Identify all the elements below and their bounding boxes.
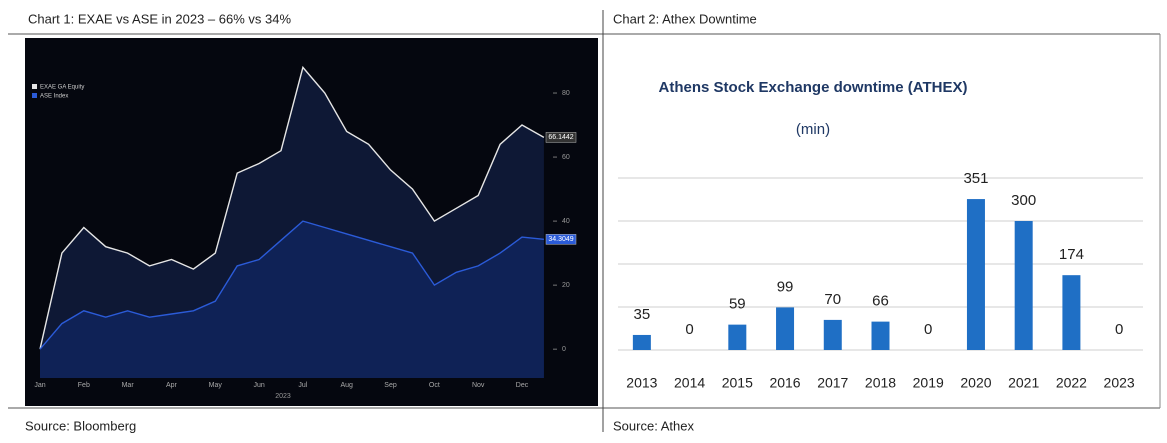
y-tick-label: 0: [562, 346, 566, 353]
chart-2-subtitle: (min): [796, 121, 830, 138]
x-tick-label: May: [209, 382, 223, 389]
chart-2-source: Source: Athex: [613, 418, 694, 433]
x-tick-label: 2022: [1056, 375, 1087, 391]
x-axis-label: 2023: [275, 393, 291, 400]
legend-label: EXAE GA Equity: [40, 85, 84, 91]
bar: [1014, 221, 1033, 350]
bar: [823, 319, 842, 350]
value-label: 70: [824, 291, 841, 308]
bar: [776, 307, 795, 350]
x-tick-label: 2019: [913, 375, 944, 391]
value-label: 35: [634, 306, 651, 323]
x-tick-label: 2023: [1104, 375, 1135, 391]
bar: [632, 334, 651, 350]
end-label: 66.1442: [548, 134, 573, 141]
end-label: 34.3049: [548, 236, 573, 243]
y-tick-label: 40: [562, 218, 570, 225]
x-tick-label: Jan: [34, 382, 45, 389]
x-tick-label: Aug: [340, 382, 353, 389]
end-label-box: [545, 234, 577, 245]
x-tick-label: 2016: [769, 375, 800, 391]
x-tick-label: 2020: [960, 375, 991, 391]
y-tick-label: 20: [562, 282, 570, 289]
x-tick-label: 2018: [865, 375, 896, 391]
x-tick-label: Sep: [384, 382, 397, 389]
value-label: 0: [924, 321, 932, 338]
value-label: 351: [963, 170, 988, 187]
x-tick-label: Dec: [516, 382, 529, 389]
legend-swatch: [32, 84, 37, 89]
x-tick-label: 2014: [674, 375, 705, 391]
x-tick-label: Jul: [298, 382, 307, 389]
x-tick-label: 2021: [1008, 375, 1039, 391]
bar: [728, 324, 747, 350]
legend-swatch: [32, 93, 37, 98]
series-area: [40, 221, 544, 378]
x-tick-label: Jun: [253, 382, 264, 389]
x-tick-label: Mar: [122, 382, 135, 389]
x-tick-label: Nov: [472, 382, 485, 389]
chart-1-title: Chart 1: EXAE vs ASE in 2023 – 66% vs 34…: [28, 11, 291, 26]
bar: [966, 199, 985, 350]
x-tick-label: 2017: [817, 375, 848, 391]
x-tick-label: Feb: [78, 382, 90, 389]
x-tick-label: Oct: [429, 382, 440, 389]
value-label: 59: [729, 296, 746, 313]
bar: [871, 321, 890, 350]
value-label: 0: [685, 321, 693, 338]
end-label-box: [545, 132, 577, 143]
series-line: [39, 65, 545, 350]
series-line: [39, 220, 544, 350]
chart-2-title: Athens Stock Exchange downtime (ATHEX): [659, 79, 968, 96]
y-tick-label: 60: [562, 154, 570, 161]
x-tick-label: Apr: [166, 382, 178, 389]
value-label: 300: [1011, 192, 1036, 209]
chart-2-header: Chart 2: Athex Downtime: [613, 11, 757, 26]
legend-label: ASE Index: [40, 94, 68, 100]
chart-1-source: Source: Bloomberg: [25, 418, 136, 433]
value-label: 66: [872, 293, 889, 310]
x-tick-label: 2015: [722, 375, 753, 391]
x-tick-label: 2013: [626, 375, 657, 391]
value-label: 99: [777, 278, 794, 295]
y-tick-label: 80: [562, 90, 570, 97]
value-label: 174: [1059, 246, 1084, 263]
bar: [1062, 275, 1081, 350]
value-label: 0: [1115, 321, 1123, 338]
